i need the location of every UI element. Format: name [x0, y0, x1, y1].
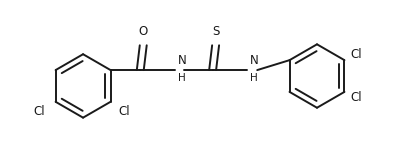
Text: Cl: Cl	[350, 48, 361, 61]
Text: Cl: Cl	[350, 91, 361, 104]
Text: O: O	[138, 25, 147, 38]
Text: H: H	[249, 73, 258, 83]
Text: Cl: Cl	[118, 105, 130, 118]
Text: N: N	[249, 54, 258, 67]
Text: N: N	[177, 54, 186, 67]
Text: H: H	[177, 73, 185, 83]
Text: S: S	[211, 25, 219, 38]
Text: Cl: Cl	[34, 105, 45, 118]
